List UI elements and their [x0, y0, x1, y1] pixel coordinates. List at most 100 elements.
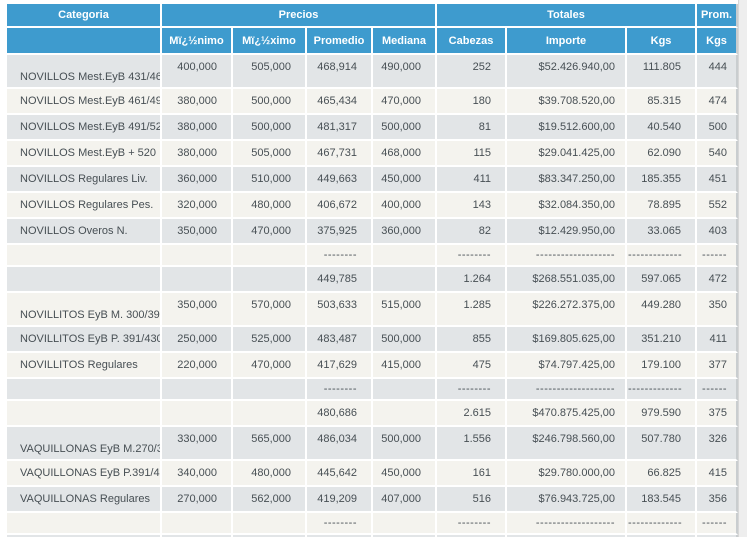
cell-cabezas: 143: [437, 193, 507, 219]
cell-importe: $74.797.425,00: [507, 353, 627, 379]
table-row: VAQUILLONAS Regulares 270,000 562,000 419,2…: [7, 487, 739, 513]
cell-prom-kgs: 326: [697, 427, 739, 461]
cell-cabezas: 252: [437, 55, 507, 89]
cell-kgs: 85.315: [627, 89, 698, 115]
cell-maximo: 480,000: [233, 461, 307, 487]
cell-maximo: 565,000: [233, 427, 307, 461]
cell-maximo: 562,000: [233, 487, 307, 513]
subheader-importe: Importe: [507, 28, 627, 55]
cell-importe: $226.272.375,00: [507, 293, 627, 327]
cell-categoria: [7, 267, 162, 293]
cell-minimo: 320,000: [162, 193, 233, 219]
cell-mediana: 360,000: [373, 219, 437, 245]
table-row: NOVILLOS Regulares Pes. 320,000 480,000 406…: [7, 193, 739, 219]
table-row: -------- -------- ------------------- -----…: [7, 379, 739, 401]
cell-minimo: 380,000: [162, 141, 233, 167]
cell-promedio: 465,434: [307, 89, 373, 115]
cell-minimo: [162, 535, 233, 537]
cell-mediana: [373, 535, 437, 537]
cell-minimo: 220,000: [162, 353, 233, 379]
subheader-minimo: Mï¿½nimo: [162, 28, 233, 55]
cell-minimo: 270,000: [162, 487, 233, 513]
cell-promedio: 449,785: [307, 267, 373, 293]
cell-kgs: 185.355: [627, 167, 698, 193]
cell-categoria: [7, 535, 162, 537]
cell-prom-kgs: 377: [697, 353, 739, 379]
cell-prom-kgs: 540: [697, 141, 739, 167]
cell-categoria: NOVILLITOS Regulares: [7, 353, 162, 379]
cell-importe: -------------------: [507, 245, 627, 267]
cell-minimo: [162, 267, 233, 293]
cell-maximo: 480,000: [233, 193, 307, 219]
table-header: Categoria Precios Totales Prom. Mï¿½nimo…: [7, 4, 739, 55]
cell-mediana: 450,000: [373, 167, 437, 193]
cell-kgs: 183.545: [627, 487, 698, 513]
cell-mediana: [373, 267, 437, 293]
subheader-cabezas: Cabezas: [437, 28, 507, 55]
cell-cabezas: 115: [437, 141, 507, 167]
cell-promedio: --------: [307, 245, 373, 267]
table-row: VAQUILLONAS EyB P.391/430 340,000 480,000 4…: [7, 461, 739, 487]
cell-categoria: NOVILLOS Regulares Liv.: [7, 167, 162, 193]
subheader-promedio: Promedio: [307, 28, 373, 55]
cell-mediana: [373, 379, 437, 401]
header-group-precios: Precios: [162, 4, 437, 28]
cell-minimo: [162, 379, 233, 401]
cell-kgs: 597.065: [627, 267, 698, 293]
cell-prom-kgs: 472: [697, 267, 739, 293]
cell-kgs: 449.280: [627, 293, 698, 327]
table-row: 449,785 1.264 $268.551.035,00 597.065 472: [7, 267, 739, 293]
cell-kgs: -------------: [627, 379, 698, 401]
cell-importe: $29.041.425,00: [507, 141, 627, 167]
cell-mediana: [373, 401, 437, 427]
cell-mediana: 400,000: [373, 193, 437, 219]
cell-cabezas: --------: [437, 513, 507, 535]
table-row: NOVILLITOS EyB M. 300/390 350,000 570,000 5…: [7, 293, 739, 327]
cell-promedio: 483,487: [307, 327, 373, 353]
cell-promedio: 445,642: [307, 461, 373, 487]
table-row: NOVILLOS Overos N. 350,000 470,000 375,925 3…: [7, 219, 739, 245]
cell-promedio: 480,686: [307, 401, 373, 427]
cell-kgs: 62.090: [627, 141, 698, 167]
header-group-row: Categoria Precios Totales Prom.: [7, 4, 739, 28]
cell-categoria: [7, 401, 162, 427]
cell-maximo: 505,000: [233, 141, 307, 167]
cell-mediana: 515,000: [373, 293, 437, 327]
cell-cabezas: 81: [437, 115, 507, 141]
cell-cabezas: 2.615: [437, 401, 507, 427]
cell-importe: $169.805.625,00: [507, 327, 627, 353]
cell-cabezas: 411: [437, 167, 507, 193]
cell-cabezas: 475: [437, 353, 507, 379]
cell-categoria: NOVILLOS Overos N.: [7, 219, 162, 245]
cell-minimo: [162, 245, 233, 267]
table-row: NOVILLOS Mest.EyB 461/490 380,000 500,000 4…: [7, 89, 739, 115]
cell-minimo: 250,000: [162, 327, 233, 353]
subheader-mediana: Mediana: [373, 28, 437, 55]
cell-kgs: 33.065: [627, 219, 698, 245]
cell-kgs: -------------: [627, 513, 698, 535]
cell-importe: $12.429.950,00: [507, 219, 627, 245]
cell-prom-kgs: 356: [697, 487, 739, 513]
cell-kgs: 979.590: [627, 401, 698, 427]
cell-maximo: 510,000: [233, 167, 307, 193]
cell-categoria: [7, 379, 162, 401]
cell-categoria: NOVILLITOS EyB P. 391/430: [7, 327, 162, 353]
cell-mediana: 468,000: [373, 141, 437, 167]
cell-kgs: 78.895: [627, 193, 698, 219]
cell-cabezas: 82: [437, 219, 507, 245]
cell-promedio: --------: [307, 513, 373, 535]
cell-prom-kgs: 375: [697, 401, 739, 427]
cell-maximo: 470,000: [233, 219, 307, 245]
right-scrollbar-track[interactable]: [738, 0, 747, 537]
cell-categoria: VAQUILLONAS EyB P.391/430: [7, 461, 162, 487]
cell-kgs: -------------: [627, 245, 698, 267]
cell-mediana: 500,000: [373, 115, 437, 141]
cell-prom-kgs: 552: [697, 193, 739, 219]
cell-promedio: 419,209: [307, 487, 373, 513]
cell-minimo: 380,000: [162, 89, 233, 115]
cell-promedio: 468,914: [307, 55, 373, 89]
cell-cabezas: 180: [437, 89, 507, 115]
table-row: [7, 535, 739, 537]
cell-categoria: NOVILLOS Mest.EyB 491/520: [7, 115, 162, 141]
